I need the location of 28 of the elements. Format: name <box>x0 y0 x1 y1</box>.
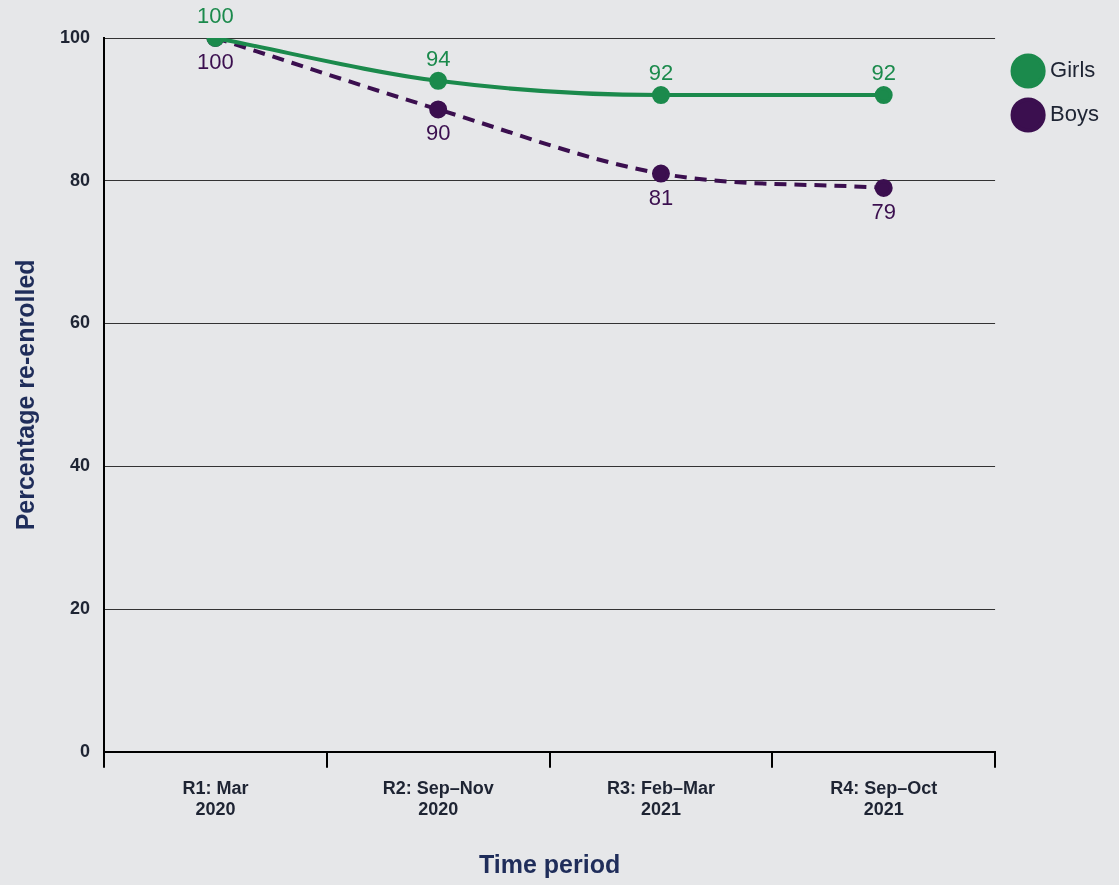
legend-label: Girls <box>1050 57 1096 83</box>
y-tick-label: 60 <box>70 312 91 333</box>
point <box>874 178 893 197</box>
data-label: 92 <box>871 60 896 86</box>
y-tick-label: 100 <box>59 26 91 47</box>
x-tick-label: R3: Feb–Mar 2021 <box>606 777 715 820</box>
point <box>651 164 670 183</box>
point <box>429 71 448 90</box>
y-axis-title: Percentage re-enrolled <box>10 259 39 531</box>
x-tick-label: R4: Sep–Oct 2021 <box>830 777 938 820</box>
x-tick-label: R2: Sep–Nov 2020 <box>382 777 494 820</box>
data-label: 81 <box>648 184 674 210</box>
point <box>651 86 670 105</box>
data-label: 92 <box>648 60 674 86</box>
x-tick-label: R1: Mar 2020 <box>182 777 249 820</box>
data-label: 100 <box>197 3 234 29</box>
point <box>429 100 448 119</box>
data-label: 90 <box>425 120 451 146</box>
x-axis-title: Time period <box>478 849 621 878</box>
y-tick-label: 20 <box>70 598 91 619</box>
y-tick-label: 80 <box>70 169 91 190</box>
data-label: 94 <box>425 45 451 71</box>
y-tick-label: 0 <box>80 740 91 761</box>
data-label: 79 <box>871 198 896 224</box>
data-label: 100 <box>197 49 234 75</box>
y-tick-label: 40 <box>70 455 91 476</box>
point <box>874 86 893 105</box>
legend-label: Boys <box>1050 101 1100 127</box>
